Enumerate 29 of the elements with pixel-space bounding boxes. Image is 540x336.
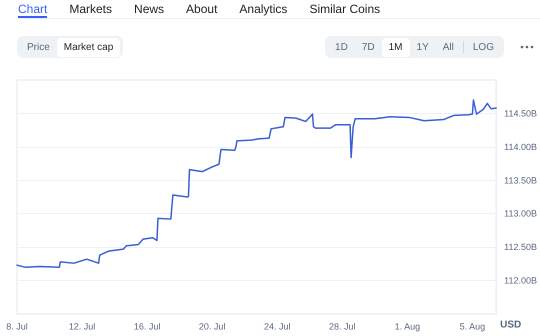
text: 1M <box>382 38 410 56</box>
x-tick-label: 16. Jul <box>134 322 160 332</box>
text: Similar Coins <box>309 1 380 18</box>
y-tick-label: 113.50B <box>504 175 538 186</box>
text: 7D <box>360 40 376 54</box>
text: LOG <box>472 40 495 54</box>
y-tick-label: 113.00B <box>504 208 538 219</box>
x-tick-label: 28. Jul <box>329 322 356 332</box>
x-tick-label: 8. Jul <box>6 322 28 332</box>
x-tick-label: 24. Jul <box>264 322 291 332</box>
text: Chart <box>18 0 48 18</box>
text: 1D <box>334 40 349 54</box>
x-tick-label: 5. Aug <box>460 322 486 332</box>
y-axis-title: USD <box>500 320 522 330</box>
y-tick-label: 112.50B <box>504 242 538 252</box>
y-tick-label: 114.00B <box>504 142 538 152</box>
text: News <box>134 1 164 18</box>
x-tick-label: 1. Aug <box>394 322 420 332</box>
x-tick-label: 12. Jul <box>68 322 96 332</box>
text: Markets <box>69 1 112 18</box>
text: All <box>442 40 455 54</box>
x-tick-label: 20. Jul <box>198 322 226 332</box>
text: Price <box>26 40 51 54</box>
text: Analytics <box>239 1 288 18</box>
text: 1Y <box>416 40 430 54</box>
text: About <box>186 1 218 18</box>
y-tick-label: 112.00B <box>504 276 538 286</box>
y-tick-label: 114.50B <box>504 108 538 118</box>
text: Market cap <box>56 38 120 56</box>
